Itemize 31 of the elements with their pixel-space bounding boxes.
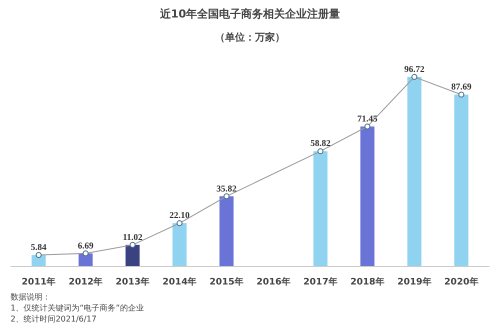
data-label: 11.02 [122, 232, 143, 242]
data-label: 35.82 [216, 183, 238, 194]
x-tick-label: 2012年 [68, 276, 103, 288]
chart-title: 近10年全国电子商务相关企业注册量 [158, 8, 340, 20]
bar [360, 126, 374, 266]
data-label: 71.45 [357, 113, 378, 124]
bar [219, 196, 234, 266]
data-label: 22.10 [169, 210, 190, 220]
bar [126, 244, 140, 266]
bar [407, 76, 422, 266]
x-tick-label: 2018年 [350, 276, 384, 288]
x-tick-label: 2011年 [22, 276, 56, 288]
x-tick-label: 2017年 [303, 276, 338, 288]
text: 数据说明： [10, 292, 50, 302]
x-tick-label: 2016年 [256, 276, 291, 288]
x-tick-label: 2019年 [397, 276, 432, 288]
data-label: 87.69 [451, 82, 472, 92]
bar [172, 223, 187, 266]
x-tick-label: 2013年 [116, 276, 150, 288]
x-tick-label: 2015年 [209, 276, 244, 288]
data-label: 96.72 [404, 64, 425, 74]
bar [454, 94, 468, 266]
text: 2、统计时间2021/6/17 [10, 314, 97, 323]
text: 1、仅统计关键词为“电子商务”的企业 [10, 304, 144, 312]
data-label: 58.82 [310, 138, 332, 148]
data-label: 5.84 [30, 242, 48, 252]
x-tick-label: 2014年 [162, 276, 197, 288]
bar [313, 151, 328, 266]
x-tick-label: 2020年 [444, 276, 478, 288]
data-label: 6.69 [78, 240, 94, 250]
chart-subtitle: （单位：万家） [215, 32, 285, 44]
